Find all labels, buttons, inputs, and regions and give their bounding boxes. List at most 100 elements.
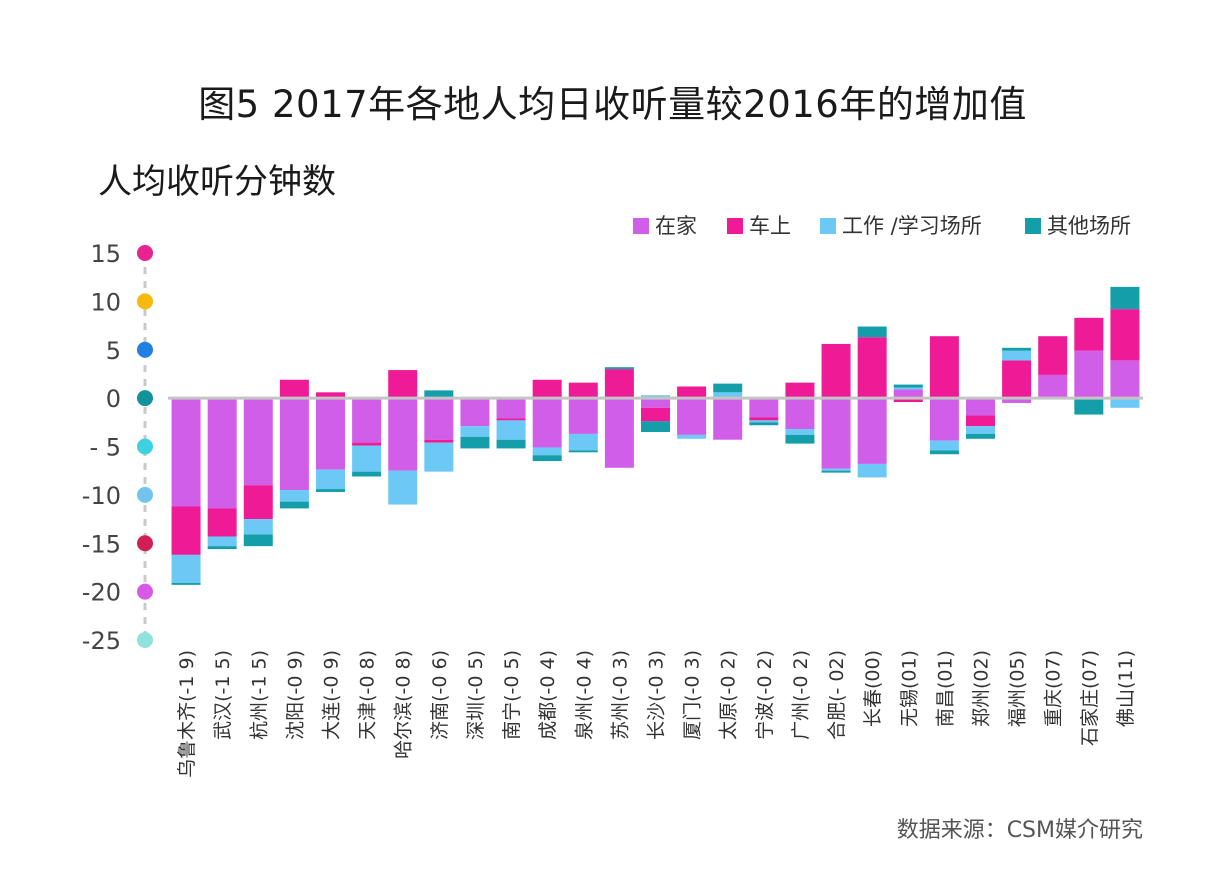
bar-segment [352, 442, 382, 446]
bar-segment [316, 392, 345, 399]
y-axis-unit-label: 人均收听分钟数 [98, 162, 336, 202]
bar-segment [929, 398, 959, 441]
x-category-label: 佛山(11) [1115, 650, 1137, 727]
bar-segment [207, 546, 237, 550]
x-category-label: 长春(00) [862, 650, 884, 727]
bar-segment [966, 415, 995, 427]
bar-segment [424, 390, 454, 399]
bar-segment [171, 582, 201, 585]
bar-segment [496, 418, 526, 421]
bar-segment [785, 429, 815, 435]
bar-segment [496, 439, 526, 449]
bar-segment [496, 420, 526, 440]
y-axis: 15 10 5 0 - 5 -10 -15 -20 -25 [82, 240, 153, 655]
bar-segment [929, 440, 959, 451]
bar-segment [604, 369, 634, 399]
bar-segment [857, 337, 887, 399]
legend-swatch [727, 218, 743, 234]
bar-segment [1110, 286, 1140, 310]
x-category-label: 哈尔滨(-0 8) [393, 650, 415, 759]
x-category-label: 福州(05) [1007, 650, 1029, 727]
bar-segment [316, 469, 345, 490]
x-category-label: 泉州(-0 4) [573, 650, 595, 740]
bar-segment [821, 470, 851, 473]
y-tick-dot [137, 341, 153, 358]
bar-segment [893, 398, 923, 402]
y-tick-label: -20 [82, 579, 121, 607]
x-category-label: 无锡(01) [898, 650, 920, 727]
bar-segment [1074, 317, 1104, 351]
legend-label: 在家 [655, 214, 697, 238]
bar-segment [857, 398, 887, 464]
bar-segment [713, 392, 743, 399]
bar-segment [677, 434, 707, 439]
bar-segment [604, 398, 634, 468]
bar-segment [388, 398, 418, 471]
bar-segment [316, 398, 345, 470]
x-category-label: 乌鲁木齐(-1 9) [176, 650, 198, 778]
bar-segment [821, 343, 851, 399]
bar-segment [749, 422, 779, 426]
x-category-label: 宁波(-0 2) [754, 650, 776, 740]
y-tick-dot [137, 293, 153, 310]
bar-segment [388, 470, 418, 505]
legend-swatch [633, 218, 649, 234]
y-tick-dot [137, 632, 153, 648]
bar-segment [460, 398, 490, 427]
bar-segment [207, 398, 237, 509]
legend-label: 其他场所 [1047, 214, 1131, 238]
bar-segment [1002, 398, 1032, 403]
bar-segment [749, 398, 779, 418]
bar-segment [1002, 360, 1032, 399]
y-tick-label: -15 [82, 530, 121, 558]
bar-segment [713, 398, 743, 440]
x-category-label: 沈阳(-0 9) [284, 650, 306, 740]
bar-segment [677, 398, 707, 435]
bar-segment [604, 367, 634, 370]
y-tick-label: -10 [82, 482, 121, 510]
bar-segment [713, 383, 743, 393]
bar-segment [424, 398, 454, 440]
chart-title: 图5 2017年各地人均日收听量较2016年的增加值 [198, 83, 1027, 126]
x-category-label: 长沙(-0 3) [646, 650, 668, 740]
bar-segment [749, 417, 779, 421]
bar-segment [243, 398, 273, 486]
bar-segment [1110, 309, 1140, 361]
x-category-label: 南昌(01) [934, 650, 956, 727]
y-tick-dot [137, 245, 153, 261]
x-category-label: 深圳(-0 5) [465, 650, 487, 740]
bar-segment [893, 389, 923, 399]
x-category-label: 天津(-0 8) [357, 650, 379, 740]
bar-segment [1110, 360, 1140, 399]
bar-segment [785, 398, 815, 430]
x-category-label: 石家庄(07) [1079, 650, 1101, 746]
bar-segment [279, 379, 309, 399]
legend-label: 车上 [749, 214, 791, 238]
x-category-label: 南宁(-0 5) [501, 650, 523, 740]
bars [171, 286, 1140, 585]
bar-segment [496, 398, 526, 419]
bar-segment [316, 489, 345, 492]
bar-segment [532, 379, 562, 399]
bar-segment [532, 398, 562, 448]
x-category-label: 武汉(-1 5) [212, 650, 234, 740]
bar-segment [352, 445, 382, 472]
bar-segment [352, 398, 382, 443]
bar-segment [966, 426, 995, 434]
x-category-label: 成都(-0 4) [537, 650, 559, 740]
x-category-label: 济南(-0 6) [429, 650, 451, 740]
y-tick-label: 5 [106, 337, 121, 365]
bar-segment [1074, 398, 1104, 415]
y-tick-label: 15 [90, 240, 121, 268]
bar-segment [279, 501, 309, 509]
y-tick-dot [137, 583, 153, 600]
bar-segment [171, 398, 201, 507]
bar-segment [1110, 398, 1140, 408]
x-axis-labels: 乌鲁木齐(-1 9) 武汉(-1 5) 杭州(-1 5) 沈阳(-0 9) 大连(-0 … [176, 650, 1137, 778]
y-tick-dot [137, 390, 153, 407]
y-tick-label: -25 [82, 627, 121, 655]
bar-segment [243, 485, 273, 520]
bar-segment [966, 433, 995, 439]
bar-segment [857, 463, 887, 478]
legend-swatch [1025, 218, 1041, 234]
